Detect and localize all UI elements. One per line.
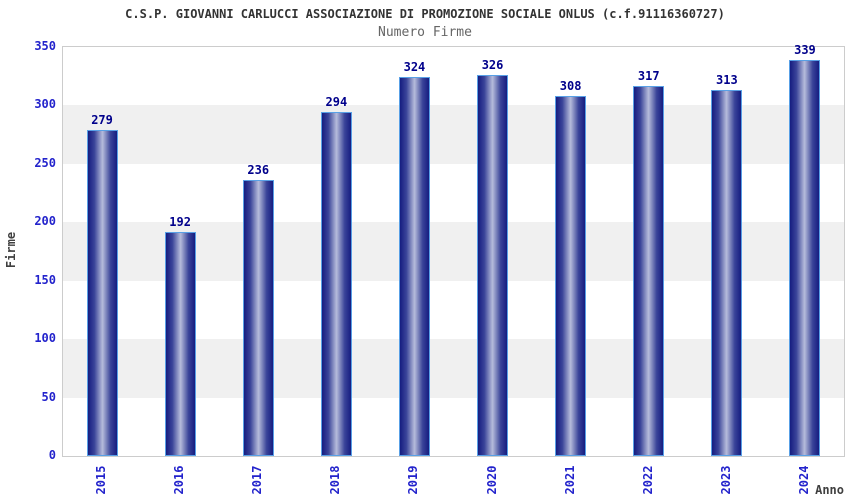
y-tick-label: 200	[34, 214, 56, 229]
plot-area: 279 192 236 294 324 326 308 317 313 339	[62, 42, 845, 457]
y-tick-label: 150	[34, 272, 56, 287]
bar-2021	[555, 96, 587, 456]
bar-value-label: 236	[247, 163, 270, 178]
x-tick-label: 2020	[484, 465, 499, 495]
y-tick-label: 100	[34, 331, 56, 346]
x-tick-label: 2024	[796, 465, 811, 495]
bar-value-label: 192	[169, 214, 191, 229]
bar-value-label: 308	[559, 79, 582, 94]
x-tick-label: 2017	[250, 465, 265, 495]
bar-2019	[398, 77, 430, 456]
bar-2017	[242, 180, 274, 456]
y-axis-title: Firme	[4, 231, 18, 269]
bar-2015	[86, 129, 118, 456]
x-tick-label: 2018	[328, 465, 343, 495]
bar-2020	[477, 75, 509, 456]
bar-value-label: 317	[637, 68, 660, 83]
y-tick-label: 350	[34, 39, 56, 53]
y-tick-label: 50	[41, 389, 56, 404]
bar-value-label: 294	[325, 95, 348, 110]
bar-2016	[164, 231, 196, 456]
chart-title: C.S.P. GIOVANNI CARLUCCI ASSOCIAZIONE DI…	[125, 7, 725, 21]
bar-value-label: 324	[403, 60, 426, 75]
x-tick-label: 2022	[640, 465, 655, 495]
chart-subtitle: Numero Firme	[378, 25, 472, 40]
x-tick-label: 2015	[94, 465, 109, 495]
bar-2023	[711, 90, 743, 456]
y-tick-label: 0	[48, 448, 56, 462]
bar-2018	[320, 112, 352, 456]
bar-value-label: 279	[91, 112, 113, 127]
bar-value-label: 339	[794, 42, 816, 57]
x-tick-label: 2023	[718, 465, 733, 495]
x-tick-label: 2021	[562, 465, 577, 495]
x-axis-title: Anno	[815, 483, 844, 497]
y-tick-label: 300	[34, 97, 56, 112]
bar-2024	[789, 59, 821, 456]
bar-value-label: 326	[481, 58, 504, 73]
bar-value-label: 313	[716, 73, 738, 88]
bar-2022	[633, 85, 665, 456]
x-tick-label: 2016	[172, 465, 187, 495]
x-tick-label: 2019	[406, 465, 421, 495]
y-tick-label: 250	[34, 155, 56, 170]
